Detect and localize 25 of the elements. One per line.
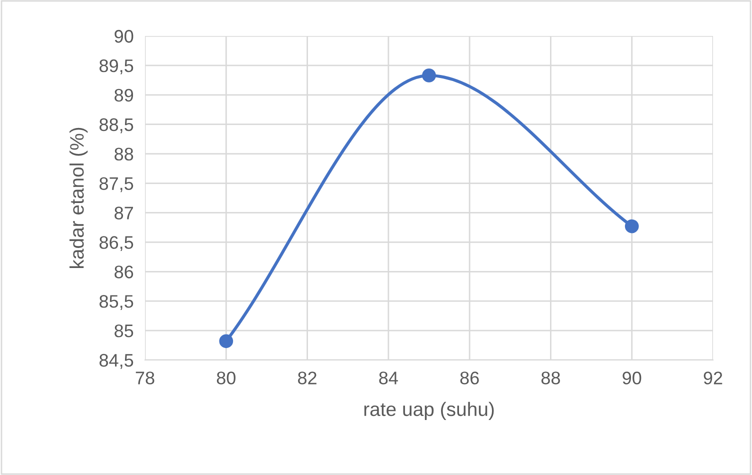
x-tick-label: 84	[379, 372, 398, 384]
y-tick-label: 85	[114, 324, 134, 338]
x-tick-label: 82	[298, 372, 316, 384]
y-tick-label: 87	[114, 206, 133, 220]
y-tick-label: 86,5	[100, 236, 134, 252]
y-tick-label: 89,5	[100, 59, 134, 74]
point	[219, 334, 234, 348]
y-tick-label: 89	[114, 88, 134, 102]
y-tick-label: 87,5	[100, 177, 134, 192]
x-tick-label: 88	[541, 372, 560, 384]
y-tick-label: 84,5	[100, 354, 134, 369]
x-tick-label: 80	[216, 372, 236, 384]
y-tick-label: 88,5	[100, 118, 134, 134]
y-axis-title: kadar etanol (%)	[70, 128, 88, 268]
y-tick-label: 88	[114, 148, 134, 161]
x-tick-label: 92	[704, 372, 722, 384]
x-tick-label: 86	[460, 372, 479, 384]
x-axis-title: rate uap (suhu)	[364, 402, 494, 420]
point	[624, 219, 639, 234]
y-tick-label: 90	[114, 30, 134, 43]
x-tick-label: 78	[136, 372, 154, 384]
y-tick-label: 85,5	[100, 295, 134, 310]
point	[422, 68, 436, 82]
x-tick-label: 90	[622, 372, 642, 384]
y-tick-label: 86	[114, 266, 134, 278]
